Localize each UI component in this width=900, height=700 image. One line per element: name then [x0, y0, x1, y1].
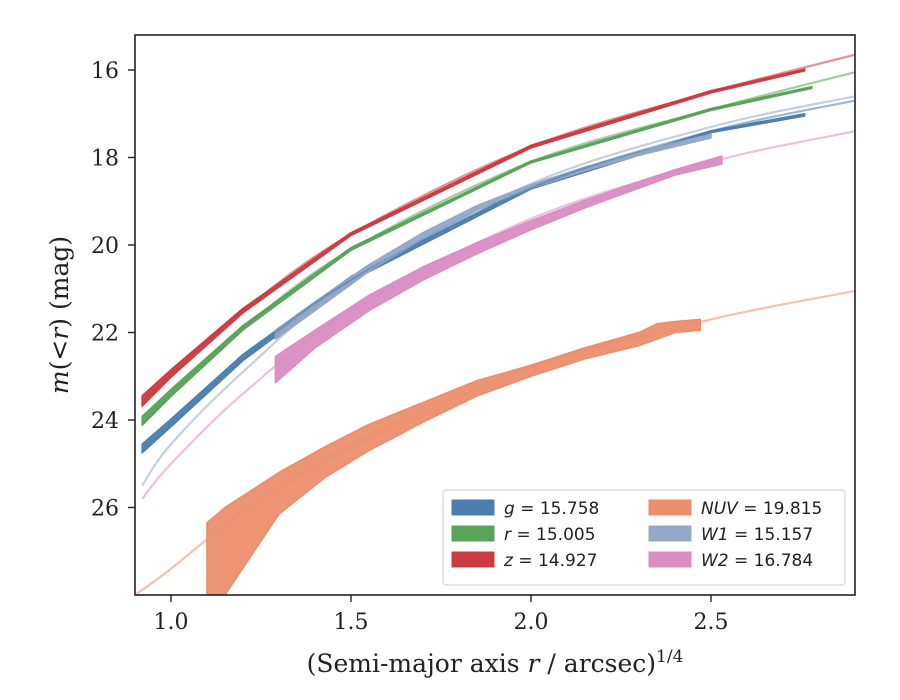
legend-entry-g: g = 15.758 — [504, 499, 599, 519]
legend-swatch-r — [451, 525, 495, 542]
y-tick-label: 26 — [91, 497, 119, 522]
x-axis-label-suffix: / arcsec) — [539, 649, 656, 678]
y-tick-label: 24 — [91, 409, 119, 434]
band-w2 — [274, 155, 723, 384]
x-tick-label: 2.0 — [514, 610, 549, 635]
legend-frame — [442, 489, 846, 586]
model-line-w2 — [141, 130, 855, 500]
legend-entry-w2: W2 = 16.784 — [701, 551, 813, 571]
y-axis-label-m: m — [45, 370, 74, 394]
legend-entry-w1: W1 = 15.157 — [701, 525, 813, 545]
x-axis-label: (Semi-major axis r / arcsec)1/4 — [307, 647, 684, 678]
x-tick-label: 1.0 — [154, 610, 189, 635]
x-axis-ticks: 1.0 1.5 2.0 2.5 — [154, 595, 729, 635]
x-axis-label-exponent: 1/4 — [656, 647, 683, 667]
lines-layer — [135, 53, 855, 595]
y-axis-label-middle: (< — [45, 340, 74, 371]
model-line-w1 — [141, 95, 855, 487]
legend-swatch-nuv — [648, 499, 692, 516]
y-tick-label: 18 — [91, 147, 119, 172]
legend-entry-nuv: NUV = 19.815 — [701, 499, 822, 519]
y-axis-label-r: r — [45, 326, 74, 340]
legend-swatch-g — [451, 499, 495, 516]
model-line-z — [141, 53, 855, 404]
model-line-r — [141, 71, 855, 423]
legend-swatch-z — [451, 551, 495, 568]
y-tick-label: 20 — [91, 234, 119, 259]
y-axis-ticks: 16 18 20 22 24 26 — [91, 59, 135, 522]
y-axis-label: m(<r) (mag) — [45, 236, 74, 394]
legend-entry-z: z = 14.927 — [503, 551, 597, 571]
x-axis-label-prefix: (Semi-major axis — [307, 649, 528, 678]
y-tick-label: 16 — [91, 59, 119, 84]
legend: g = 15.758 r = 15.005 z = 14.927 NUV = 19.8… — [442, 489, 846, 586]
y-tick-label: 22 — [91, 322, 119, 347]
x-tick-label: 2.5 — [694, 610, 729, 635]
model-line-nuv — [135, 289, 855, 595]
plot-frame — [134, 34, 856, 596]
legend-swatch-w2 — [648, 551, 692, 568]
x-tick-label: 1.5 — [334, 610, 369, 635]
x-axis-label-var: r — [528, 649, 542, 678]
y-axis-label-end: ) (mag) — [45, 236, 74, 328]
band-nuv — [206, 318, 701, 595]
legend-swatch-w1 — [648, 525, 692, 542]
legend-entry-r: r = 15.005 — [504, 525, 596, 545]
plot-area — [135, 53, 855, 595]
